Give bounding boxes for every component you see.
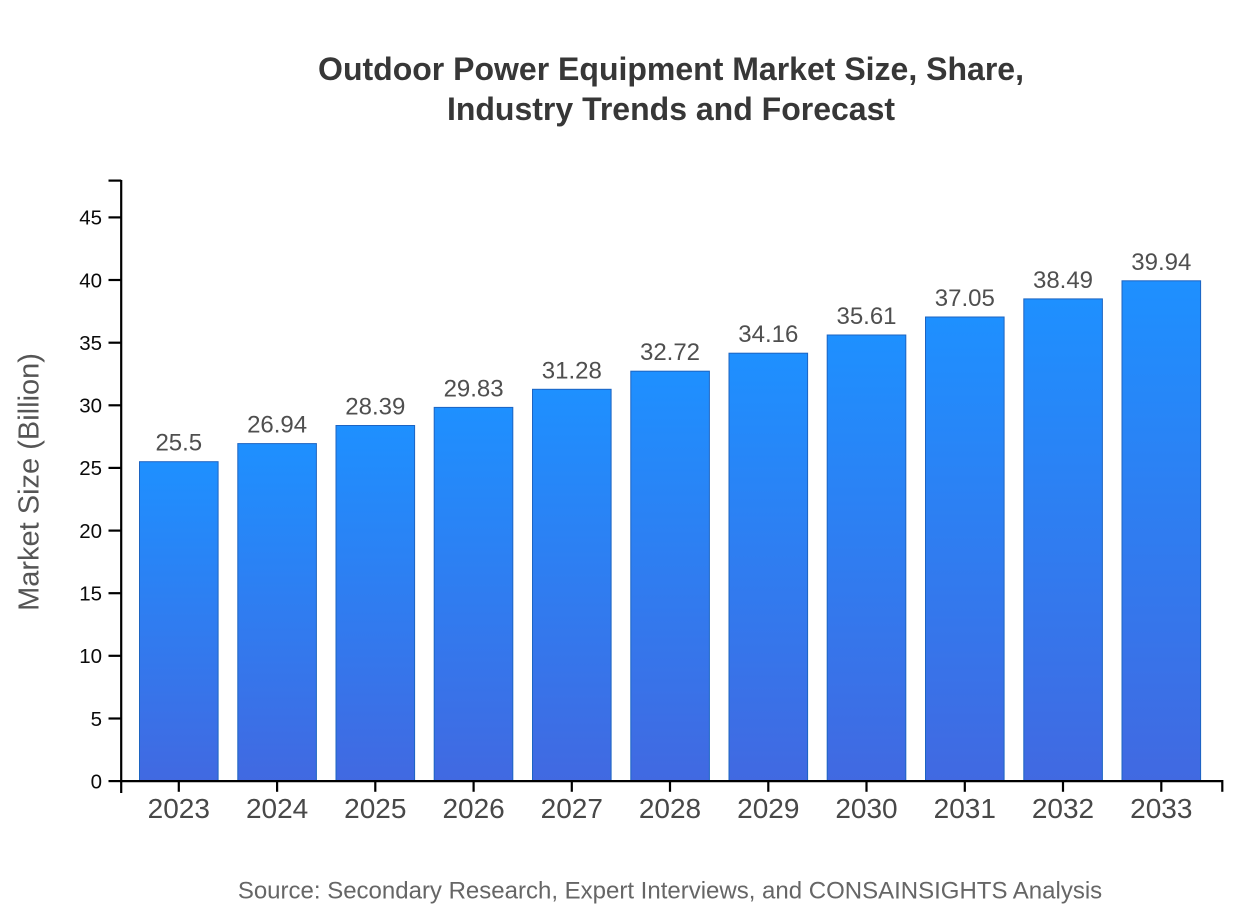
svg-text:2027: 2027 [541,793,603,824]
svg-text:45: 45 [79,207,102,230]
svg-text:2031: 2031 [934,793,996,824]
svg-text:32.72: 32.72 [640,339,700,366]
svg-text:31.28: 31.28 [542,357,602,384]
svg-text:20: 20 [79,520,102,543]
svg-text:35.61: 35.61 [836,303,896,330]
svg-text:2023: 2023 [148,793,210,824]
svg-text:Industry Trends and Forecast: Industry Trends and Forecast [447,91,895,127]
svg-text:25.5: 25.5 [155,430,202,457]
svg-text:39.94: 39.94 [1131,249,1191,276]
svg-text:38.49: 38.49 [1033,267,1093,294]
svg-text:Source: Secondary Research, Ex: Source: Secondary Research, Expert Inter… [238,878,1102,905]
svg-text:0: 0 [91,770,102,793]
svg-text:28.39: 28.39 [345,394,405,421]
svg-text:37.05: 37.05 [935,285,995,312]
svg-text:2030: 2030 [835,793,897,824]
svg-text:25: 25 [79,457,102,480]
svg-text:35: 35 [79,332,102,355]
svg-text:Outdoor Power Equipment Market: Outdoor Power Equipment Market Size, Sha… [318,51,1024,87]
svg-text:2025: 2025 [344,793,406,824]
svg-text:29.83: 29.83 [444,375,504,402]
svg-text:2028: 2028 [639,793,701,824]
svg-text:2033: 2033 [1130,793,1192,824]
svg-text:2026: 2026 [442,793,504,824]
svg-text:Market Size (Billion): Market Size (Billion) [14,353,46,611]
svg-text:5: 5 [91,708,102,731]
svg-text:10: 10 [79,645,102,668]
svg-text:34.16: 34.16 [738,321,798,348]
svg-text:2029: 2029 [737,793,799,824]
svg-text:15: 15 [79,583,102,606]
svg-text:30: 30 [79,395,102,418]
svg-text:2024: 2024 [246,793,308,824]
svg-text:40: 40 [79,269,102,292]
svg-text:26.94: 26.94 [247,412,307,439]
svg-text:2032: 2032 [1032,793,1094,824]
